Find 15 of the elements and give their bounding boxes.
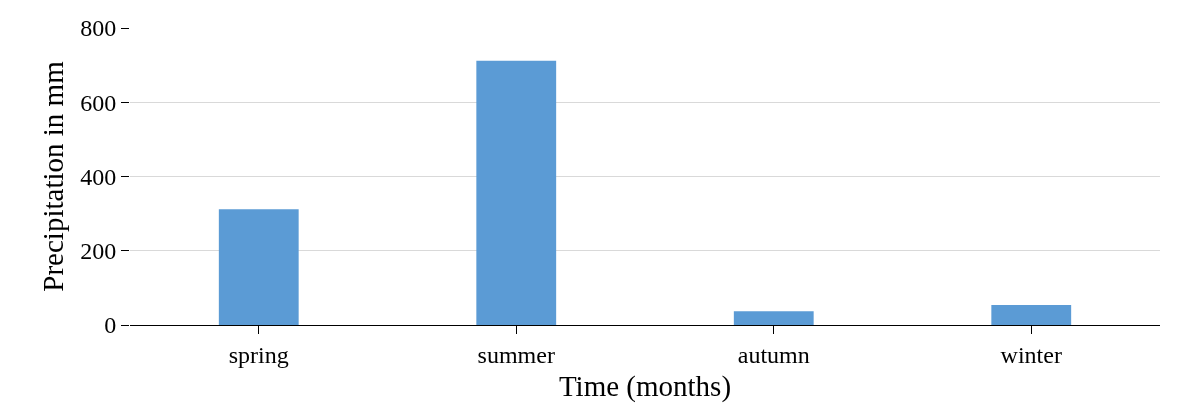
bar bbox=[733, 311, 814, 325]
x-axis-title: Time (months) bbox=[558, 369, 732, 403]
y-tick-label: 600 bbox=[80, 89, 117, 116]
x-tick-label: autumn bbox=[737, 341, 810, 368]
bar bbox=[991, 304, 1072, 325]
y-tick-label: 200 bbox=[80, 238, 117, 265]
x-tick-label: spring bbox=[228, 341, 289, 368]
bar bbox=[476, 60, 557, 325]
y-tick-label: 0 bbox=[104, 312, 117, 339]
y-axis-title: Precipitation in mm bbox=[36, 60, 69, 292]
bar bbox=[218, 209, 299, 325]
y-tick-label: 800 bbox=[80, 15, 117, 42]
x-tick-label: summer bbox=[477, 341, 555, 368]
y-tick-label: 400 bbox=[80, 163, 117, 190]
x-tick-label: winter bbox=[1000, 341, 1062, 368]
